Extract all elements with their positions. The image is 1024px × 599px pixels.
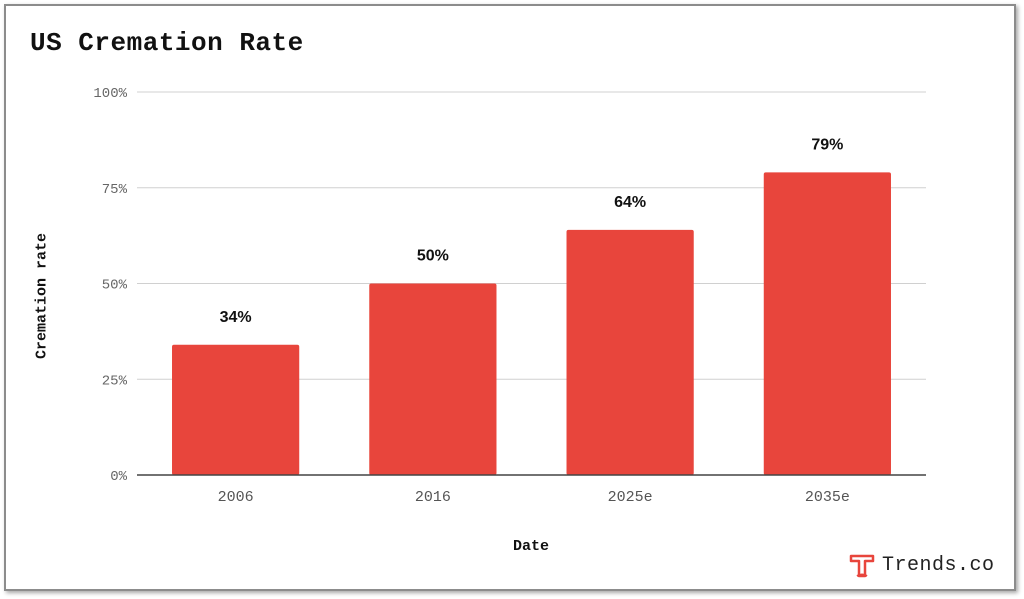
y-tick-label: 50%	[102, 278, 128, 294]
trends-logo-icon	[849, 554, 875, 578]
bar	[172, 344, 300, 475]
x-tick-label: 2016	[415, 489, 451, 506]
x-axis-label: Date	[512, 538, 550, 555]
brand-watermark: Trends.co	[848, 551, 995, 579]
y-tick-label: 100%	[93, 86, 127, 102]
y-tick-label: 0%	[110, 469, 127, 485]
bar	[763, 172, 891, 475]
brand-text: Trends.co	[882, 553, 995, 577]
y-tick-label: 25%	[102, 373, 128, 389]
x-tick-label: 2035e	[805, 489, 850, 506]
chart-title: US Cremation Rate	[30, 28, 304, 58]
data-label: 34%	[220, 309, 252, 326]
data-label: 64%	[614, 194, 646, 211]
bar	[369, 283, 497, 475]
x-tick-label: 2006	[218, 489, 254, 506]
data-label: 50%	[417, 248, 449, 265]
x-tick-label: 2025e	[608, 489, 653, 506]
data-label: 79%	[811, 136, 843, 153]
y-tick-label: 75%	[102, 182, 128, 198]
bar	[566, 229, 694, 475]
